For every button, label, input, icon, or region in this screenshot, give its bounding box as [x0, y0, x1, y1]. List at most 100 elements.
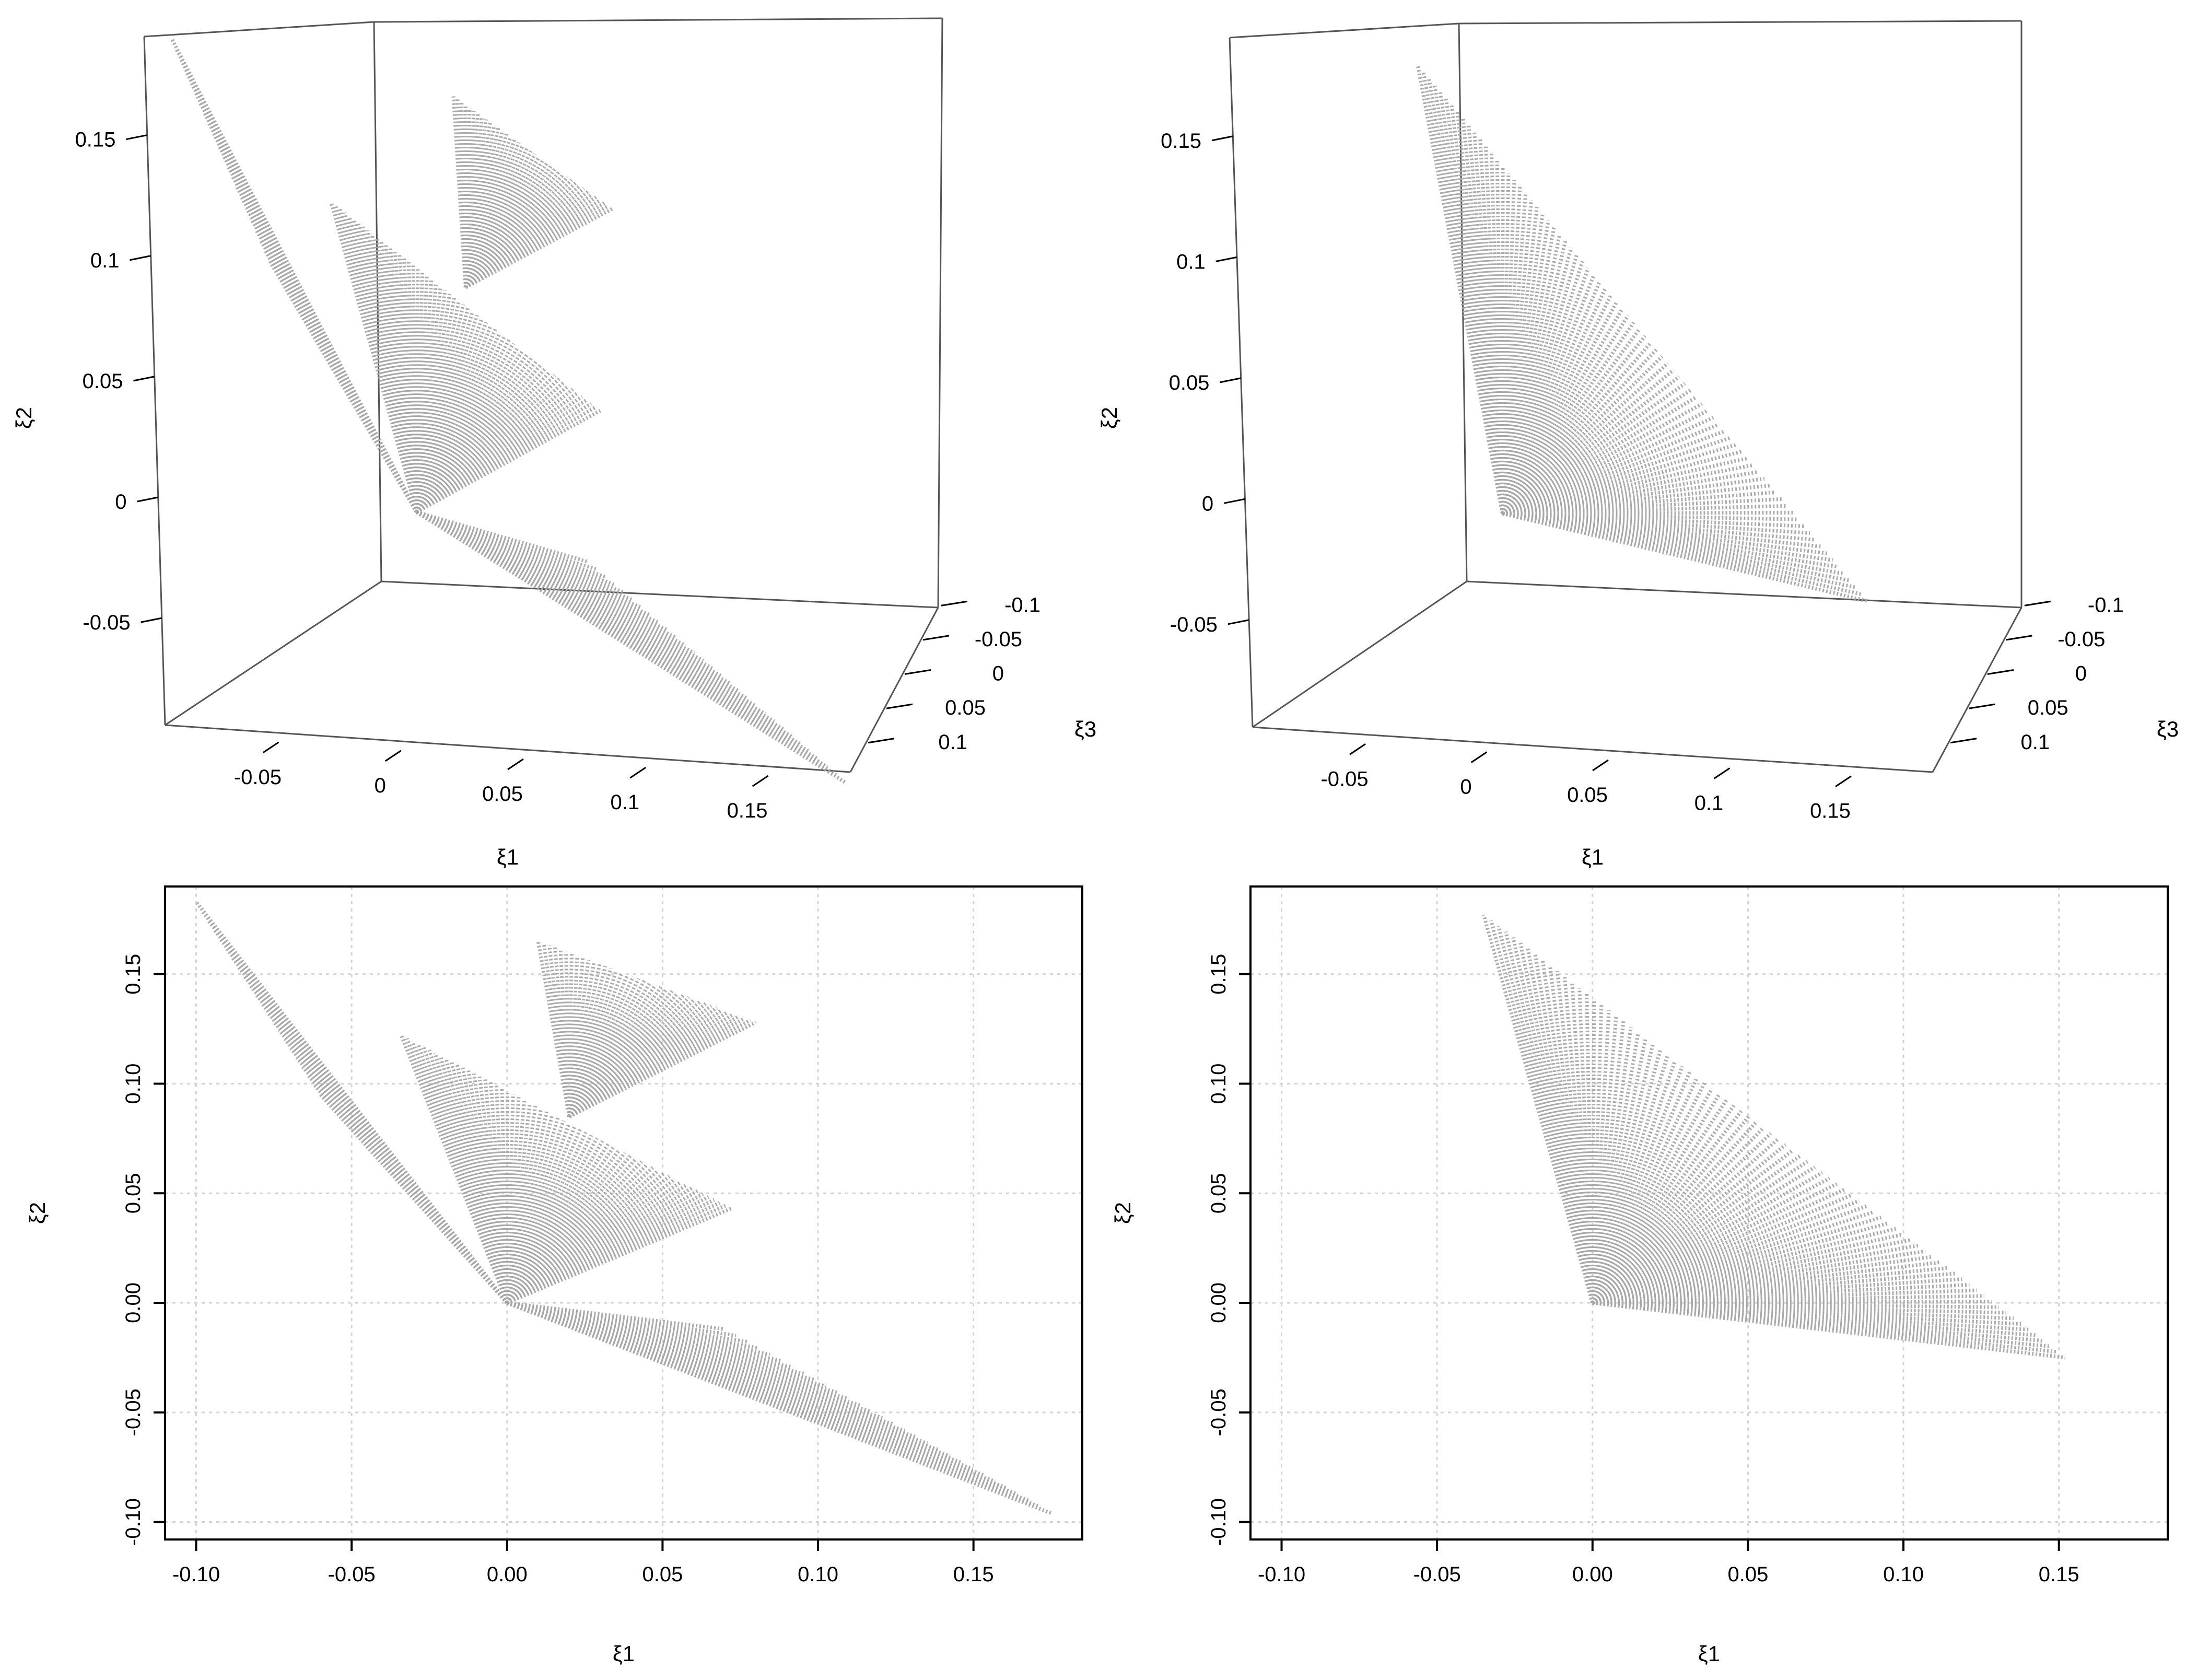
fan-ray	[464, 158, 545, 288]
fan-ray	[1483, 146, 1504, 514]
y-tick-label: -0.05	[122, 1389, 145, 1436]
y-tick-label: -0.10	[122, 1498, 145, 1546]
fan-ray	[416, 510, 598, 571]
fan-ray	[451, 96, 467, 288]
x-tick	[1470, 751, 1488, 763]
fan-ray	[507, 1301, 759, 1350]
z-tick	[886, 703, 913, 709]
y-tick-label: 0.05	[83, 370, 123, 393]
fan-ray	[415, 360, 538, 514]
fan-ray	[464, 167, 557, 289]
fan-ray	[319, 1093, 509, 1304]
y-tick-label: 0.15	[75, 129, 116, 151]
fan-ray	[547, 945, 571, 1117]
plot-frame	[1249, 885, 2169, 1541]
box-edge	[1252, 580, 1467, 728]
y-tick	[1228, 619, 1249, 625]
fan-ray	[1449, 104, 1504, 514]
z-tick	[1987, 669, 2014, 675]
fan-ray	[558, 949, 571, 1117]
fan-ray	[1502, 429, 1725, 516]
box-edge	[373, 21, 382, 582]
y-tick	[1211, 135, 1233, 142]
fan-ray	[1502, 511, 1822, 549]
fan-ray	[1501, 328, 1641, 515]
y-tick-label: 0.1	[90, 249, 120, 272]
z-axis-label: ξ3	[2157, 717, 2179, 741]
fan-ray	[352, 219, 419, 512]
fan-ray	[1592, 1301, 2065, 1360]
fan-0	[1416, 64, 1867, 603]
x-tick-label: -0.05	[234, 766, 282, 789]
y-tick-label: 0.15	[1161, 130, 1201, 153]
fan-ray	[463, 119, 488, 288]
box-edge	[1252, 726, 1933, 773]
x-tick-label: 0.00	[487, 1563, 528, 1586]
y-tick-label: 0.1	[1176, 250, 1206, 273]
x-tick	[384, 750, 402, 762]
fan-ray	[415, 342, 516, 514]
z-tick	[1950, 738, 1977, 744]
x-tick-label: -0.05	[328, 1563, 376, 1586]
fan-ray	[568, 1010, 729, 1118]
fan-ray	[506, 1157, 638, 1304]
y-tick	[1220, 377, 1241, 383]
x-tick-label: 0	[375, 774, 386, 797]
fan-ray	[1591, 1054, 1670, 1303]
y-tick	[130, 255, 151, 261]
fan-ray	[1502, 511, 1867, 603]
fan-ray	[379, 240, 419, 512]
z-tick-label: -0.05	[975, 628, 1022, 651]
y-tick-label: 0.05	[1169, 371, 1210, 394]
fan-0	[1482, 914, 2065, 1360]
fan-ray	[1501, 193, 1528, 514]
fan-ray	[1497, 926, 1595, 1303]
fan-ray	[1489, 153, 1504, 514]
fan-ray	[416, 510, 651, 617]
fan-ray	[370, 234, 419, 512]
box-edge	[1229, 37, 1254, 728]
fan-ray	[506, 1201, 721, 1305]
fan-ray	[329, 201, 419, 513]
x-axis-label: ξ1	[1582, 845, 1604, 869]
fan-ray	[1518, 942, 1595, 1303]
x-tick-label: 0.15	[727, 799, 768, 822]
y-tick	[1223, 498, 1245, 504]
z-tick-label: 0	[2075, 662, 2087, 685]
y-tick	[137, 496, 158, 503]
box-edge	[1458, 20, 2022, 25]
box-edge	[143, 36, 166, 726]
y-tick-label: 0.15	[1207, 954, 1230, 995]
fan-ray	[1501, 314, 1630, 515]
fan-ray	[1501, 274, 1596, 515]
fan-ray	[1592, 1255, 1933, 1305]
fan-ray	[415, 405, 597, 514]
fan-ray	[464, 170, 561, 289]
fan-ray	[568, 1012, 735, 1118]
fan-3	[506, 1301, 1052, 1515]
fan-ray	[1467, 125, 1504, 514]
z-tick	[2024, 600, 2051, 606]
x-tick-label: -0.10	[1258, 1563, 1305, 1586]
fan-ray	[507, 1301, 781, 1363]
fan-ray	[416, 510, 615, 587]
fan-ray	[1502, 511, 1862, 596]
z-tick	[922, 635, 950, 641]
y-axis-label: ξ2	[11, 407, 36, 429]
fan-ray	[415, 304, 465, 513]
fan-ray	[416, 510, 669, 632]
fan-ray	[460, 102, 467, 288]
y-tick-label: 0	[1202, 492, 1213, 515]
fan-ray	[415, 300, 461, 512]
box-edge	[1229, 22, 1459, 39]
fan-ray	[444, 1058, 509, 1303]
z-tick	[868, 738, 895, 744]
fan-ray	[416, 1043, 509, 1304]
y-tick	[1215, 256, 1237, 262]
fan-ray	[1570, 982, 1595, 1303]
fan-ray	[1416, 64, 1504, 514]
box-edge	[165, 580, 382, 726]
fan-ray	[1592, 1238, 1911, 1305]
fan-0	[170, 38, 418, 514]
y-tick-label: -0.05	[1170, 613, 1218, 636]
